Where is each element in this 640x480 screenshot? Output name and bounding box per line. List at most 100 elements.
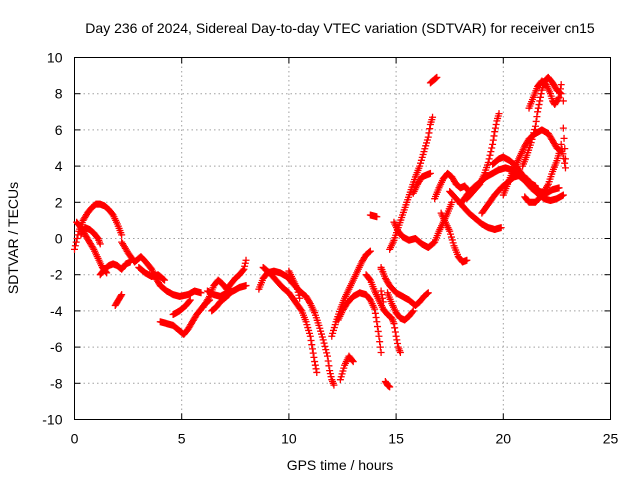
data-point [484,158,492,166]
data-point [423,290,431,298]
data-point [536,97,544,105]
data-point [488,144,496,152]
data-series-track-37 [519,73,565,170]
data-point [241,262,249,270]
data-point [371,309,379,317]
data-point [319,336,327,344]
data-point [311,358,319,366]
data-point [543,182,551,190]
data-point [491,128,499,136]
data-point [326,370,334,378]
x-tick-label: 5 [178,431,186,447]
data-point [186,296,194,304]
data-point [409,307,417,315]
data-series-track-18 [334,289,385,357]
data-point [554,95,562,103]
data-point [534,108,542,116]
data-point [560,154,568,162]
y-tick-label: -8 [50,375,63,391]
y-tick-label: 10 [47,50,63,66]
data-point [376,343,384,351]
data-points [71,73,569,391]
data-point [537,90,545,98]
y-tick-label: -6 [50,339,63,355]
x-tick-label: 20 [496,431,512,447]
data-point [326,367,334,375]
data-point [560,134,568,142]
data-point [497,224,505,232]
data-point [323,349,331,357]
data-point [378,291,386,299]
data-point [433,73,441,81]
data-point [489,140,497,148]
data-point [373,213,381,221]
x-axis-title: GPS time / hours [287,457,394,473]
data-point [197,289,205,297]
data-series-track-16 [328,247,374,340]
data-point [224,291,232,299]
data-point [117,292,125,300]
data-point [527,139,535,147]
y-tick-label: 0 [55,231,63,247]
data-point [374,327,382,335]
y-tick-label: 4 [55,158,63,174]
data-series-track-2 [73,218,111,277]
data-point [492,120,500,128]
data-series-track-33 [463,110,503,203]
data-point [320,339,328,347]
data-point [408,308,416,316]
grid [74,57,611,420]
data-series-track-14 [259,263,321,376]
y-tick-label: -4 [50,303,63,319]
data-point [377,265,385,273]
data-point [225,291,233,299]
data-point [528,135,536,143]
data-series-track-4 [96,258,134,279]
data-point [557,81,565,89]
x-tick-label: 0 [71,431,79,447]
data-point [424,133,432,141]
data-point [495,110,503,118]
data-point [489,136,497,144]
data-point [371,305,379,313]
data-series-track-31 [446,187,505,233]
data-point [391,324,399,332]
data-point [396,349,404,357]
data-point [311,361,319,369]
data-point [293,285,301,293]
data-series-track-30 [437,209,471,266]
data-point [73,235,81,242]
data-point [160,275,168,283]
data-point [322,346,330,354]
data-point [242,282,250,290]
data-point [536,93,544,101]
data-point [558,145,566,153]
data-point [373,318,381,326]
data-point [296,294,304,302]
data-series-track-29 [431,169,473,203]
data-series-track-12 [208,291,233,315]
data-point [531,122,539,130]
data-point [429,113,437,121]
data-point [161,276,169,284]
data-point [448,198,456,206]
data-point [426,169,434,177]
data-point [392,332,400,340]
data-series-track-7 [135,263,169,284]
data-point [531,126,539,134]
data-point [376,338,384,346]
data-series-track-10 [199,256,250,311]
data-point [379,298,387,306]
y-tick-label: -10 [42,412,62,428]
data-series-track-17 [336,352,357,384]
data-point [72,238,80,246]
data-point [559,97,567,105]
data-point [534,104,542,112]
data-series-track-26 [390,198,456,252]
data-point [308,345,316,353]
data-point [71,245,78,253]
data-point [394,339,402,347]
data-point [324,357,332,365]
data-series-track-6 [118,238,205,300]
